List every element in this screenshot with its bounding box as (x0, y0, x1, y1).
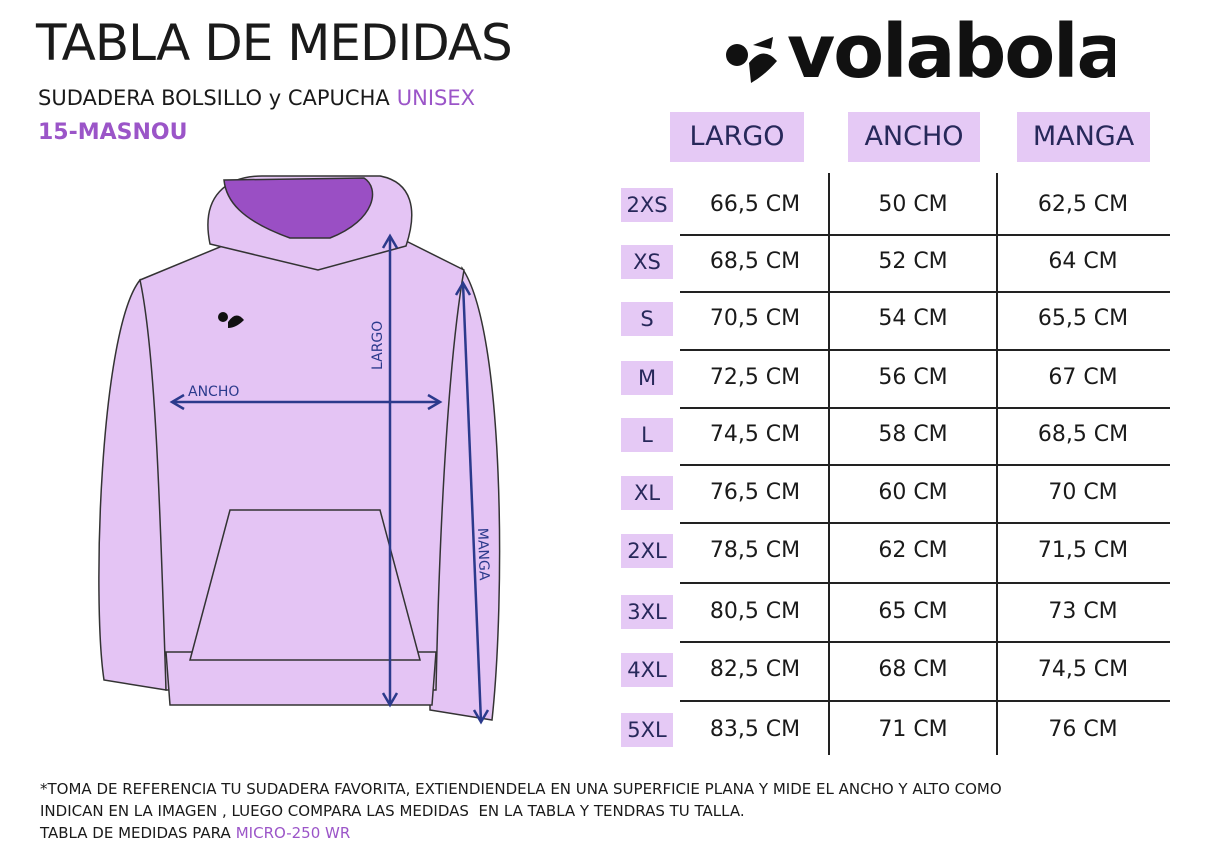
measure-cell: 70 CM (1048, 480, 1118, 505)
largo-label: LARGO (370, 321, 386, 370)
logo-mark (749, 37, 777, 83)
row-divider (680, 234, 1170, 236)
measure-cell: 67 CM (1048, 365, 1118, 390)
measure-cell: 80,5 CM (709, 599, 801, 624)
logo: volabola (726, 9, 1115, 90)
measure-cell: 68,5 CM (709, 249, 801, 274)
row-divider (680, 522, 1170, 524)
measure-cell: 78,5 CM (709, 538, 801, 563)
measure-cell: 71,5 CM (1037, 538, 1129, 563)
fabric: MICRO-250 WR (235, 824, 351, 842)
measure-cell: 70,5 CM (709, 306, 801, 331)
measure-cell: 56 CM (878, 365, 948, 390)
measure-cell: 74,5 CM (709, 422, 801, 447)
subtitle: SUDADERA BOLSILLO y CAPUCHA UNISEX (38, 86, 475, 110)
column-header: MANGA (1017, 112, 1150, 162)
column-header: ANCHO (848, 112, 980, 162)
measure-cell: 76 CM (1048, 717, 1118, 742)
row-divider (680, 349, 1170, 351)
row-divider (680, 641, 1170, 643)
model: 15-MASNOU (38, 120, 188, 145)
measure-cell: 64 CM (1048, 249, 1118, 274)
hood-inside (223, 177, 374, 239)
size-label: 5XL (621, 713, 673, 747)
size-label: M (621, 361, 673, 395)
size-label: 2XL (621, 534, 673, 568)
hoodie-diagram: ANCHO LARGO MANGA (98, 175, 501, 725)
size-label: L (621, 418, 673, 452)
size-label: XS (621, 245, 673, 279)
size-label: XL (621, 476, 673, 510)
measure-cell: 66,5 CM (709, 192, 801, 217)
measure-cell: 60 CM (878, 480, 948, 505)
measure-cell: 65 CM (878, 599, 948, 624)
size-label: 2XS (621, 188, 673, 222)
row-divider (680, 582, 1170, 584)
subtitle-text: SUDADERA BOLSILLO y CAPUCHA (38, 86, 390, 110)
row-divider (680, 464, 1170, 466)
measure-cell: 76,5 CM (709, 480, 801, 505)
measure-cell: 50 CM (878, 192, 948, 217)
measure-cell: 52 CM (878, 249, 948, 274)
arrows (169, 233, 490, 725)
brand: volabola (787, 9, 1115, 90)
fabric-prefix: TABLA DE MEDIDAS PARA (40, 824, 231, 842)
measure-cell: 68 CM (878, 657, 948, 682)
measure-cell: 73 CM (1048, 599, 1118, 624)
fabric-line: TABLA DE MEDIDAS PARA MICRO-250 WR (40, 824, 350, 842)
column-header: LARGO (670, 112, 804, 162)
size-label: 4XL (621, 653, 673, 687)
measure-cell: 65,5 CM (1037, 306, 1129, 331)
measure-cell: 83,5 CM (709, 717, 801, 742)
measure-cell: 62 CM (878, 538, 948, 563)
measure-cell: 58 CM (878, 422, 948, 447)
note-line: INDICAN EN LA IMAGEN , LUEGO COMPARA LAS… (40, 802, 745, 820)
subtitle-highlight: UNISEX (396, 86, 475, 110)
logo-dot (726, 44, 748, 66)
measure-cell: 54 CM (878, 306, 948, 331)
measure-cell: 72,5 CM (709, 365, 801, 390)
note-line: *TOMA DE REFERENCIA TU SUDADERA FAVORITA… (40, 780, 1002, 798)
manga-label: MANGA (474, 528, 492, 582)
row-divider (680, 407, 1170, 409)
row-divider (680, 700, 1170, 702)
measure-cell: 62,5 CM (1037, 192, 1129, 217)
size-label: 3XL (621, 595, 673, 629)
measure-cell: 82,5 CM (709, 657, 801, 682)
measure-cell: 68,5 CM (1037, 422, 1129, 447)
size-label: S (621, 302, 673, 336)
measure-cell: 71 CM (878, 717, 948, 742)
row-divider (680, 291, 1170, 293)
pocket (189, 509, 421, 661)
title: TABLA DE MEDIDAS (36, 14, 513, 72)
measure-cell: 74,5 CM (1037, 657, 1129, 682)
ancho-label: ANCHO (188, 384, 239, 400)
